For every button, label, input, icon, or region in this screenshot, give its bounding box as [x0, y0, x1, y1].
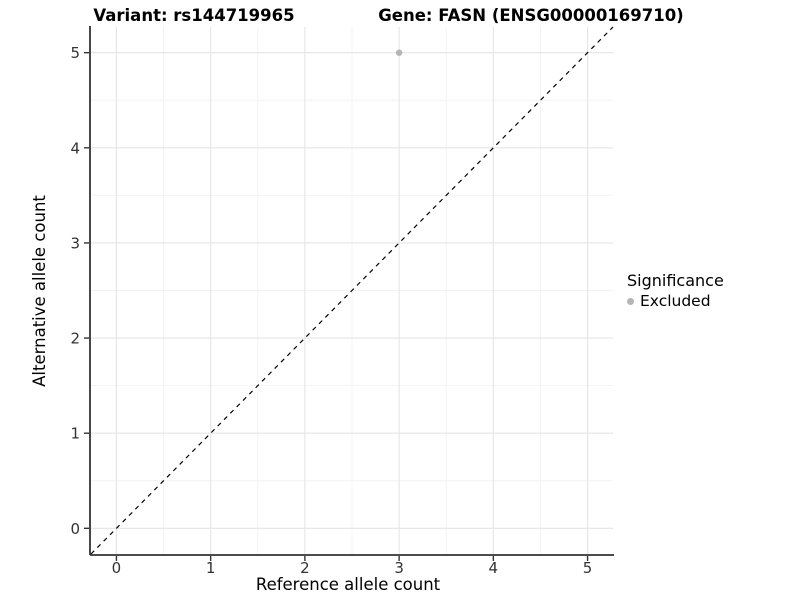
x-tick-label: 3: [394, 559, 404, 577]
grid-minor: [91, 27, 613, 554]
data-point: [395, 49, 403, 56]
legend-item-label: Excluded: [640, 292, 711, 310]
y-tick-label: 0: [70, 520, 80, 538]
plot-title-gene: Gene: FASN (ENSG00000169710): [378, 6, 683, 25]
y-tick-label: 5: [70, 44, 80, 62]
legend: Significance Excluded: [627, 271, 724, 310]
identity-reference-line: [90, 26, 614, 555]
tick-marks: [84, 51, 589, 561]
plot-title-variant: Variant: rs144719965: [93, 6, 294, 25]
legend-title: Significance: [627, 271, 724, 290]
legend-point-icon: [627, 297, 634, 305]
x-tick-label: 2: [300, 559, 310, 577]
data-points: [395, 49, 403, 56]
y-tick-label: 2: [70, 330, 80, 348]
y-tick-label: 3: [70, 234, 80, 252]
y-tick-label: 1: [70, 425, 80, 443]
grid-major: [91, 27, 613, 554]
axes: [89, 26, 614, 556]
y-axis-title: Alternative allele count: [30, 195, 49, 387]
x-axis-title: Reference allele count: [256, 575, 441, 594]
tick-labels: 0 1 2 3 4 5 0 1 2 3 4 5: [70, 44, 592, 577]
x-tick-label: 4: [489, 559, 499, 577]
y-tick-label: 4: [70, 139, 80, 157]
x-tick-label: 0: [112, 559, 122, 577]
x-tick-label: 1: [206, 559, 216, 577]
x-tick-label: 5: [583, 559, 593, 577]
legend-item-excluded: Excluded: [627, 292, 724, 310]
